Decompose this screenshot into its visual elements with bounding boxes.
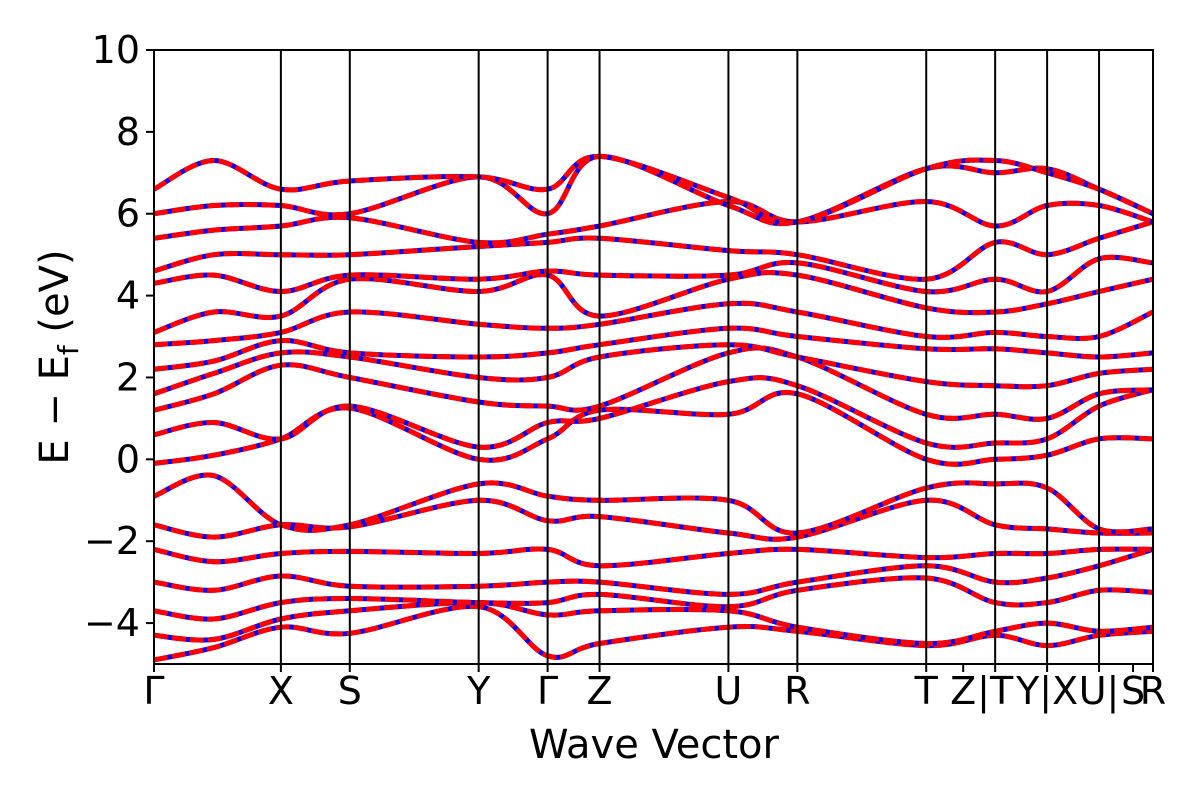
- y-axis-label-main: E − E: [32, 355, 78, 465]
- y-axis-label-subscript: f: [52, 344, 85, 355]
- x-tick-label: Z: [950, 669, 976, 713]
- band-line-red: [154, 497, 1153, 542]
- y-tick-label: 8: [116, 110, 140, 154]
- y-tick-label: 2: [116, 355, 140, 399]
- x-tick-label: S: [1121, 669, 1145, 713]
- y-axis-label-unit: (eV): [32, 249, 78, 345]
- x-tick-label: |T: [977, 669, 1014, 714]
- y-tick-label: 4: [116, 274, 140, 318]
- y-tick-label: 10: [92, 28, 140, 72]
- band-line-blue: [154, 497, 1153, 542]
- y-tick-label: −2: [84, 519, 140, 563]
- band-line-red: [154, 219, 1153, 282]
- y-axis-label: E − Ef (eV): [32, 249, 85, 464]
- x-tick-label: Y|X: [1015, 669, 1078, 714]
- band-line-red: [154, 600, 1153, 647]
- plot-frame: [153, 49, 1154, 665]
- x-tick-label: U|: [1079, 669, 1120, 714]
- x-tick-label: R: [1140, 669, 1166, 713]
- band-line-red: [154, 375, 1153, 450]
- band-line-blue: [154, 546, 1153, 597]
- x-tick-label: U: [715, 669, 743, 713]
- x-tick-label: Z: [587, 669, 613, 713]
- x-tick-label: Γ: [537, 669, 558, 713]
- x-axis: Γ X S Y Γ Z U R T Z |T Y|X U| SR: [143, 664, 1166, 714]
- band-line-red: [154, 575, 1153, 622]
- band-line-red: [154, 270, 1153, 335]
- x-tick-label: Y: [466, 669, 491, 713]
- x-tick-label: Γ: [143, 669, 164, 713]
- x-axis-label: Wave Vector: [529, 722, 780, 768]
- y-tick-label: −4: [84, 601, 140, 645]
- band-line-blue: [154, 219, 1153, 282]
- band-line-red: [154, 547, 1153, 597]
- band-line-red: [154, 300, 1153, 348]
- bands-group: [154, 153, 1153, 663]
- band-line-red: [154, 472, 1153, 536]
- band-line-red: [154, 325, 1153, 372]
- plot-area: [153, 49, 1154, 665]
- x-tick-label: T: [914, 669, 939, 713]
- band-line-red: [154, 342, 1153, 397]
- y-tick-label: 6: [116, 192, 140, 236]
- x-tick-label: X: [268, 669, 294, 713]
- band-line-red: [154, 345, 1153, 422]
- band-line-red: [154, 198, 1153, 246]
- x-tick-label: S: [338, 669, 362, 713]
- y-axis: −4 −2 0 2 4 6 8 10: [84, 28, 154, 645]
- x-tick-label: R: [784, 669, 810, 713]
- y-tick-label: 0: [116, 437, 140, 481]
- band-line-red: [154, 254, 1153, 295]
- band-line-red: [154, 153, 1153, 226]
- band-line-red: [154, 546, 1153, 569]
- band-line-red: [154, 603, 1153, 663]
